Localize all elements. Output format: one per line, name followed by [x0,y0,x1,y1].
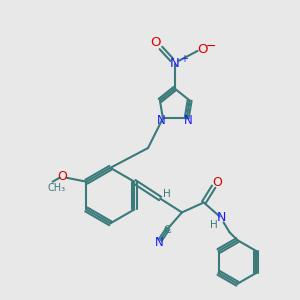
Text: O: O [197,44,208,56]
Text: H: H [210,220,218,230]
Text: O: O [213,176,223,189]
Text: CH₃: CH₃ [48,183,66,193]
Text: O: O [58,170,68,183]
Text: +: + [180,54,188,64]
Text: N: N [155,236,164,249]
Text: N: N [170,57,180,70]
Text: O: O [151,37,161,50]
Text: N: N [157,114,165,127]
Text: N: N [217,211,226,224]
Text: C: C [163,225,171,235]
Text: N: N [184,114,193,127]
Text: H: H [163,189,171,199]
Text: −: − [206,40,217,52]
